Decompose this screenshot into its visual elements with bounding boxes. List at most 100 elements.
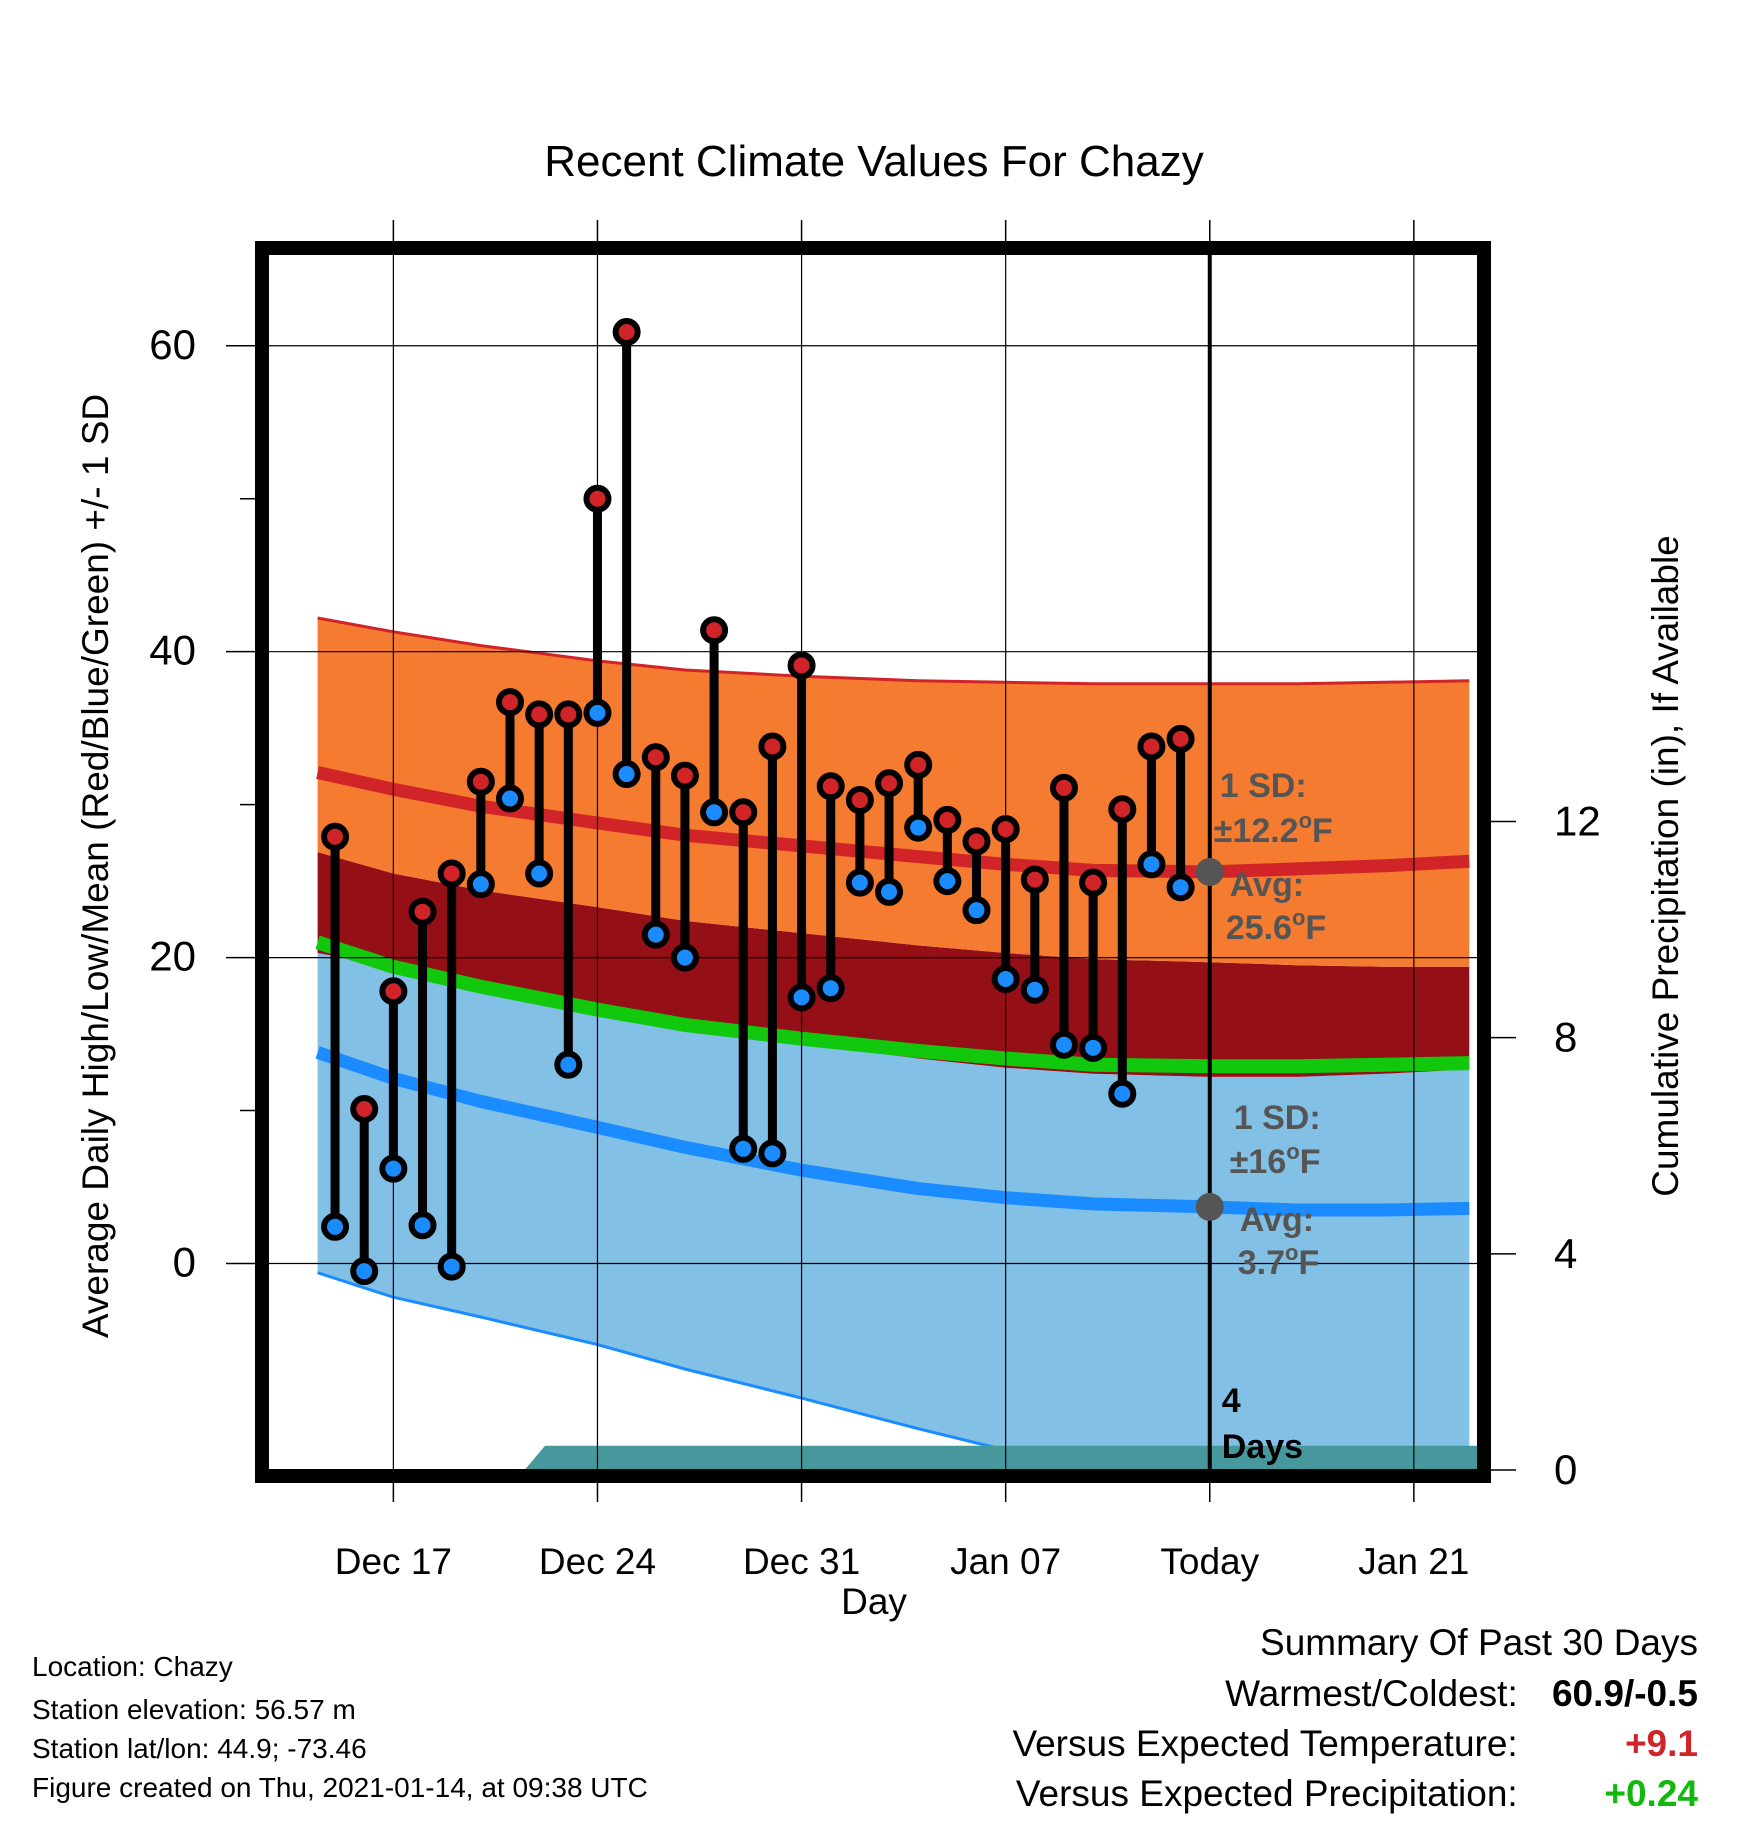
high-point (845, 786, 874, 815)
precipitation-fill (524, 1445, 1478, 1470)
high-sd-value: ±12.2oF (1214, 808, 1333, 850)
high-point (408, 897, 437, 926)
low-point (379, 1154, 408, 1183)
x-tick-label: Dec 24 (539, 1541, 656, 1582)
low-sd-value: ±16oF (1230, 1139, 1321, 1181)
high-point (1137, 732, 1166, 761)
high-avg-marker (1195, 857, 1224, 886)
low-point (496, 784, 524, 813)
high-point (350, 1095, 379, 1124)
high-point (729, 798, 758, 827)
high-point (466, 767, 495, 796)
low-point (437, 1252, 466, 1281)
low-sd-band (317, 953, 1470, 1470)
high-point (758, 732, 787, 761)
low-point (321, 1212, 350, 1241)
summary-precipitation: Versus Expected Precipitation: +0.24 (1016, 1773, 1698, 1815)
today-days-number: 4 (1222, 1382, 1241, 1420)
low-point (875, 877, 904, 906)
high-point (904, 750, 933, 779)
high-point (991, 815, 1020, 844)
low-point (1049, 1030, 1078, 1059)
low-point (933, 867, 962, 896)
warm-cold-value: 60.9/-0.5 (1551, 1673, 1698, 1714)
high-point (379, 977, 408, 1006)
low-point (816, 974, 845, 1003)
low-minus-sd-line (317, 1271, 1180, 1470)
mean-line (315, 935, 1470, 1074)
high-point (1020, 865, 1049, 894)
low-point (991, 965, 1020, 994)
today-days-label: Days (1222, 1428, 1303, 1466)
precipitation-area (524, 1445, 1478, 1470)
high-point (1079, 868, 1108, 897)
high-point (875, 769, 904, 798)
summary-temperature: Versus Expected Temperature: +9.1 (1012, 1723, 1698, 1765)
low-point (670, 943, 699, 972)
low-point (525, 859, 554, 888)
low-point (1137, 850, 1166, 879)
low-avg-marker (1195, 1192, 1224, 1221)
plot-frame (255, 241, 1491, 1483)
high-avg-value: 25.6oF (1226, 905, 1326, 947)
y-tick-label: 20 (149, 933, 196, 980)
low-point (700, 798, 729, 827)
temp-value: +9.1 (1624, 1723, 1698, 1764)
low-point (554, 1050, 583, 1079)
high-point (816, 772, 845, 801)
observations (321, 318, 1195, 1286)
summary-warm-cold: Warmest/Coldest: 60.9/-0.5 (1225, 1673, 1698, 1715)
low-point (1108, 1079, 1137, 1108)
x-tick-label: Jan 07 (950, 1541, 1061, 1582)
low-point (350, 1257, 379, 1286)
low-point (962, 896, 991, 925)
high-point (787, 651, 816, 680)
low-point (583, 698, 612, 727)
low-point (466, 870, 495, 899)
y-tick-label: 40 (149, 627, 196, 674)
y2-tick-label: 8 (1554, 1014, 1577, 1061)
elevation-text: Station elevation: 56.57 m (32, 1694, 356, 1725)
high-point (1049, 773, 1078, 802)
x-tick-label: Dec 31 (743, 1541, 860, 1582)
high-avg-label: Avg: (1230, 866, 1304, 904)
low-point (612, 760, 641, 789)
high-point (525, 700, 554, 729)
chart-title: Recent Climate Values For Chazy (544, 137, 1203, 186)
high-point (612, 318, 641, 347)
high-point (962, 827, 991, 856)
low-point (758, 1139, 787, 1168)
x-tick-label: Today (1160, 1541, 1259, 1582)
low-point (1079, 1033, 1108, 1062)
low-point (1166, 873, 1195, 902)
y-axis-label: Average Daily High/Low/Mean (Red/Blue/Gr… (75, 394, 116, 1338)
x-tick-label: Jan 21 (1358, 1541, 1469, 1582)
y2-tick-label: 0 (1554, 1446, 1577, 1493)
high-point (700, 616, 729, 645)
created-text: Figure created on Thu, 2021-01-14, at 09… (32, 1772, 648, 1803)
x-tick-label: Dec 17 (335, 1541, 452, 1582)
low-point (1020, 975, 1049, 1004)
high-sd-label: 1 SD: (1220, 767, 1307, 805)
low-avg-value: 3.7oF (1238, 1240, 1320, 1282)
high-point (670, 761, 699, 790)
y-tick-label: 0 (173, 1239, 196, 1286)
precip-value: +0.24 (1604, 1773, 1698, 1814)
axes: Dec 17 Dec 24 Dec 31 Jan 07 Today Jan 2102040… (149, 220, 1601, 1582)
high-point (437, 859, 466, 888)
high-point (496, 688, 524, 717)
low-mean-line (315, 1046, 1470, 1217)
mean-band (317, 852, 1470, 1077)
low-point (845, 868, 874, 897)
high-point (1108, 795, 1137, 824)
x-axis-label: Day (841, 1581, 907, 1622)
low-point (729, 1134, 758, 1163)
warm-cold-label: Warmest/Coldest: (1225, 1673, 1518, 1714)
y2-axis-label: Cumulative Precipitation (in), If Availa… (1645, 535, 1686, 1197)
location-text: Location: Chazy (32, 1651, 233, 1682)
high-point (1166, 724, 1195, 753)
y2-tick-label: 4 (1554, 1230, 1577, 1277)
y2-tick-label: 12 (1554, 797, 1601, 844)
summary-heading: Summary Of Past 30 Days (1260, 1622, 1698, 1663)
